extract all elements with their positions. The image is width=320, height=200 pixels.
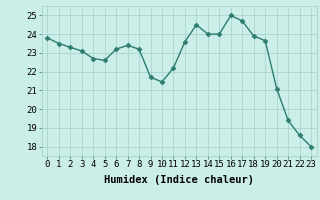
X-axis label: Humidex (Indice chaleur): Humidex (Indice chaleur) [104, 175, 254, 185]
